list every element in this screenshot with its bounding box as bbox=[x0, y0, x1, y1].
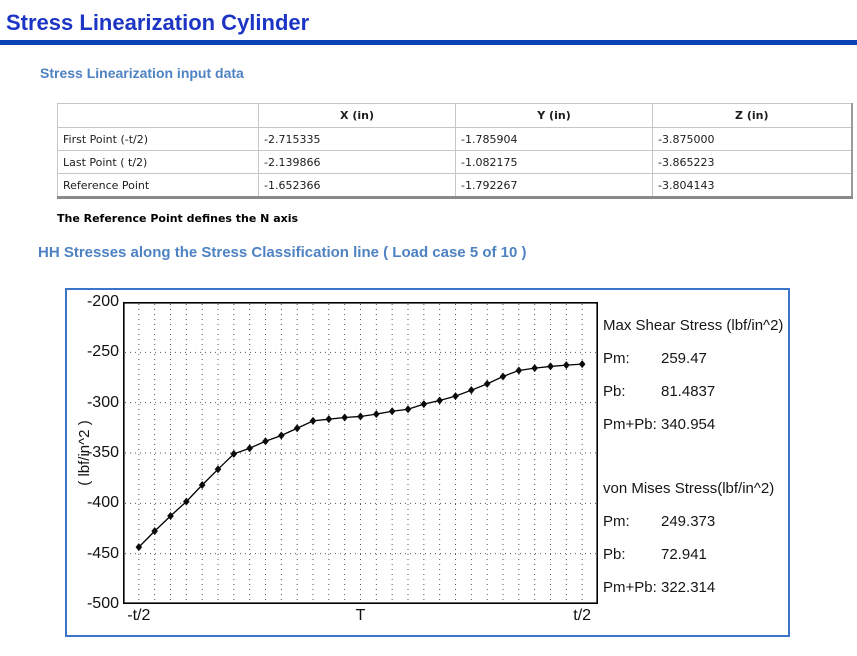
y-tick-label: -200 bbox=[86, 293, 119, 310]
x-tick-label: t/2 bbox=[573, 607, 592, 624]
max-shear-title: Max Shear Stress (lbf/in^2) bbox=[603, 317, 784, 334]
y-value: -1.792267 bbox=[455, 173, 653, 198]
stat-value: 81.4837 bbox=[661, 383, 716, 400]
y-axis-title: ( lbf/in^2 ) bbox=[76, 420, 93, 486]
x-tick-label: T bbox=[355, 607, 366, 624]
stat-value: 72.941 bbox=[661, 546, 707, 563]
x-column-header: X (in) bbox=[258, 103, 456, 128]
z-value: -3.875000 bbox=[652, 127, 852, 151]
stat-row: Pb: 72.941 bbox=[603, 538, 785, 571]
stat-label: Pb: bbox=[603, 383, 626, 400]
table-header-row: X (in) Y (in) Z (in) bbox=[57, 103, 852, 128]
z-value: -3.804143 bbox=[652, 173, 852, 198]
plot-area bbox=[123, 302, 598, 604]
row-label: Reference Point bbox=[57, 173, 259, 198]
chart-section-heading: HH Stresses along the Stress Classificat… bbox=[38, 244, 527, 261]
table-row: Last Point ( t/2) -2.139866 -1.082175 -3… bbox=[57, 150, 852, 174]
input-data-table: X (in) Y (in) Z (in) First Point (-t/2) … bbox=[57, 103, 853, 199]
stat-value: 322.314 bbox=[661, 579, 716, 596]
row-label: First Point (-t/2) bbox=[57, 127, 259, 151]
z-column-header: Z (in) bbox=[652, 103, 852, 128]
x-value: -1.652366 bbox=[258, 173, 456, 198]
stat-label: Pm: bbox=[603, 350, 630, 367]
y-tick-label: -350 bbox=[86, 444, 119, 461]
corner-header-cell bbox=[57, 103, 259, 128]
stress-stats-panel: Max Shear Stress (lbf/in^2) Pm: 259.47 Pb… bbox=[603, 309, 785, 604]
y-value: -1.785904 bbox=[455, 127, 653, 151]
table-row: First Point (-t/2) -2.715335 -1.785904 -… bbox=[57, 127, 852, 151]
stat-label: Pb: bbox=[603, 546, 626, 563]
stat-row: Pm+Pb: 340.954 bbox=[603, 408, 785, 441]
reference-point-note: The Reference Point defines the N axis bbox=[57, 212, 299, 225]
y-tick-label: -300 bbox=[86, 393, 119, 411]
stat-value: 249.373 bbox=[661, 513, 716, 530]
row-label: Last Point ( t/2) bbox=[57, 150, 259, 174]
stat-row: Pm+Pb: 322.314 bbox=[603, 571, 785, 604]
stat-value: 340.954 bbox=[661, 416, 716, 433]
y-value: -1.082175 bbox=[455, 150, 653, 174]
stat-label: Pm+Pb: bbox=[603, 416, 657, 433]
stat-label: Pm: bbox=[603, 513, 630, 530]
von-mises-title: von Mises Stress(lbf/in^2) bbox=[603, 480, 775, 497]
stat-row: Pm: 259.47 bbox=[603, 342, 785, 375]
y-tick-label: -400 bbox=[86, 494, 119, 512]
table-row: Reference Point -1.652366 -1.792267 -3.8… bbox=[57, 173, 852, 198]
y-column-header: Y (in) bbox=[455, 103, 653, 128]
stat-label: Pm+Pb: bbox=[603, 579, 657, 596]
stat-value: 259.47 bbox=[661, 350, 707, 367]
x-value: -2.139866 bbox=[258, 150, 456, 174]
title-underline-rule bbox=[0, 40, 857, 45]
z-value: -3.865223 bbox=[652, 150, 852, 174]
stats-gap bbox=[603, 441, 785, 472]
stat-row: Pb: 81.4837 bbox=[603, 375, 785, 408]
y-tick-label: -500 bbox=[86, 595, 119, 612]
y-tick-label: -450 bbox=[86, 544, 119, 562]
stat-row: Pm: 249.373 bbox=[603, 505, 785, 538]
page-title: Stress Linearization Cylinder bbox=[6, 10, 310, 35]
x-value: -2.715335 bbox=[258, 127, 456, 151]
y-tick-label: -250 bbox=[86, 343, 119, 361]
x-tick-label: -t/2 bbox=[127, 607, 151, 624]
input-data-heading: Stress Linearization input data bbox=[40, 65, 244, 81]
